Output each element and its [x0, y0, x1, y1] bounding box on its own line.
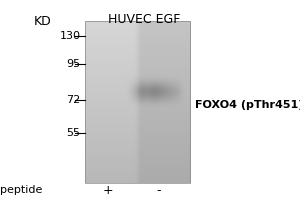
Text: 55: 55 [66, 128, 80, 138]
Text: HUVEC EGF: HUVEC EGF [108, 13, 180, 26]
Text: 95: 95 [66, 59, 80, 69]
Text: 72: 72 [66, 95, 80, 105]
Text: KD: KD [34, 15, 52, 28]
Text: FOXO4 (pThr451): FOXO4 (pThr451) [195, 100, 300, 110]
Text: 130: 130 [59, 31, 80, 41]
Bar [85, 21, 190, 183]
Text: -: - [156, 184, 161, 197]
Text: +: + [103, 184, 113, 197]
Text: peptide: peptide [0, 185, 42, 195]
